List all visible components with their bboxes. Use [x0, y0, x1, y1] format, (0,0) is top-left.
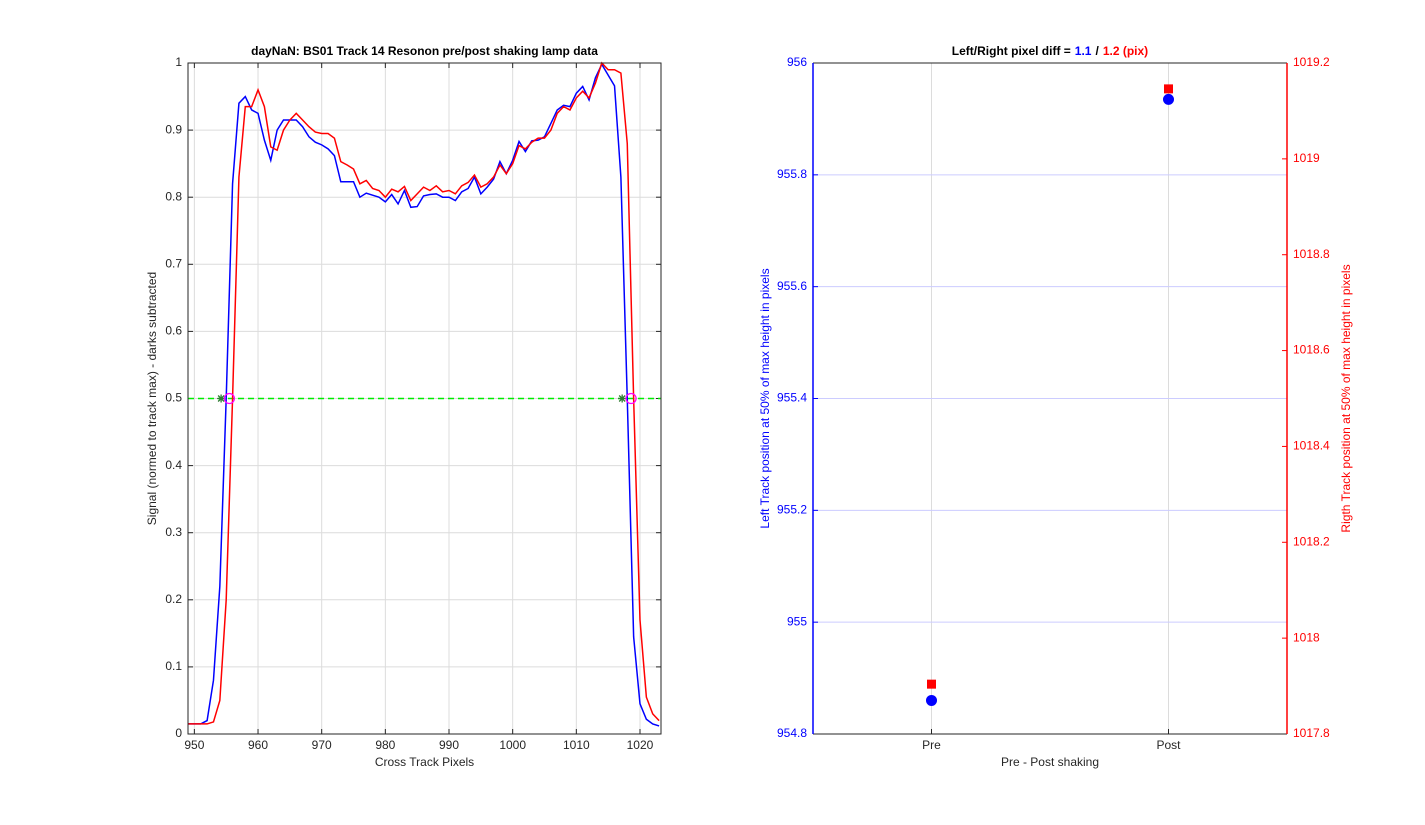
- x-axis-label: Pre - Post shaking: [1001, 755, 1099, 769]
- y-tick-label: 1019: [1293, 151, 1320, 165]
- y-tick-label: 0.9: [165, 122, 182, 136]
- y-tick-label: 1018.8: [1293, 247, 1330, 261]
- y-tick-label: 955: [787, 614, 807, 628]
- x-tick-label: 1020: [627, 738, 654, 752]
- y-tick-label: 1018: [1293, 630, 1320, 644]
- y-tick-label: 954.8: [777, 726, 807, 740]
- y-tick-label: 1019.2: [1293, 55, 1330, 69]
- x-tick-label: 960: [248, 738, 268, 752]
- data-line: [188, 61, 660, 725]
- y-tick-label: 955.6: [777, 279, 807, 293]
- y-tick-label: 0.8: [165, 189, 182, 203]
- y-tick-label: 955.2: [777, 503, 807, 517]
- title-part: 1.1: [1075, 44, 1092, 58]
- title-part: Left/Right pixel diff =: [952, 44, 1071, 58]
- y-tick-label: 0: [175, 726, 182, 740]
- y2-axis-label: Rigth Track position at 50% of max heigh…: [1339, 264, 1353, 532]
- marker: [223, 392, 236, 405]
- y-tick-label: 0.2: [165, 592, 182, 606]
- title-part: /: [1095, 44, 1099, 58]
- y-tick-label: 1018.6: [1293, 343, 1330, 357]
- x-tick-label: 950: [184, 738, 204, 752]
- y-tick-label: 0.6: [165, 324, 182, 338]
- x-tick-label: 1010: [563, 738, 590, 752]
- point: [926, 694, 937, 706]
- data-line: [188, 62, 660, 727]
- point: [927, 679, 936, 689]
- y-axis-label: Left Track position at 50% of max height…: [758, 268, 772, 528]
- y-tick-label: 0.5: [165, 391, 182, 405]
- axes-box: [187, 62, 662, 735]
- marker: [217, 394, 226, 403]
- y-tick-label: 955.8: [777, 167, 807, 181]
- y-tick-label: 955.4: [777, 391, 807, 405]
- y-tick-label: 1017.8: [1293, 726, 1330, 740]
- y-axis-label: Signal (normed to track max) - darks sub…: [145, 272, 159, 525]
- x-tick-label: Post: [1156, 738, 1181, 752]
- point: [1164, 84, 1173, 94]
- point: [1163, 93, 1174, 105]
- x-tick-label: 970: [312, 738, 332, 752]
- y-tick-label: 1018.4: [1293, 439, 1330, 453]
- x-axis-label: Cross Track Pixels: [375, 755, 474, 769]
- x-tick-label: 1000: [499, 738, 526, 752]
- y-tick-label: 0.3: [165, 525, 182, 539]
- marker: [618, 394, 627, 403]
- marker: [625, 392, 637, 405]
- chart-title: Left/Right pixel diff = 1.1/ 1.2 (pix): [952, 44, 1148, 58]
- y-tick-label: 0.4: [165, 458, 182, 472]
- y-tick-label: 0.1: [165, 659, 182, 673]
- y-tick-label: 0.7: [165, 256, 182, 270]
- x-tick-label: 980: [375, 738, 395, 752]
- y-tick-label: 1: [175, 55, 182, 69]
- title-part: 1.2 (pix): [1103, 44, 1148, 58]
- y-tick-label: 1018.2: [1293, 534, 1330, 548]
- y-tick-label: 956: [787, 55, 807, 69]
- x-tick-label: Pre: [922, 738, 941, 752]
- chart-title: dayNaN: BS01 Track 14 Resonon pre/post s…: [251, 44, 598, 58]
- x-tick-label: 990: [439, 738, 459, 752]
